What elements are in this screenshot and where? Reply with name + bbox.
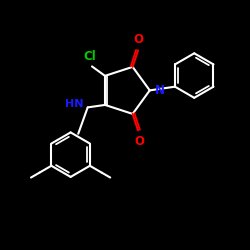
Text: Cl: Cl bbox=[83, 50, 96, 64]
Text: HN: HN bbox=[65, 100, 83, 110]
Text: O: O bbox=[134, 135, 144, 148]
Text: N: N bbox=[155, 84, 165, 97]
Text: O: O bbox=[133, 33, 143, 46]
